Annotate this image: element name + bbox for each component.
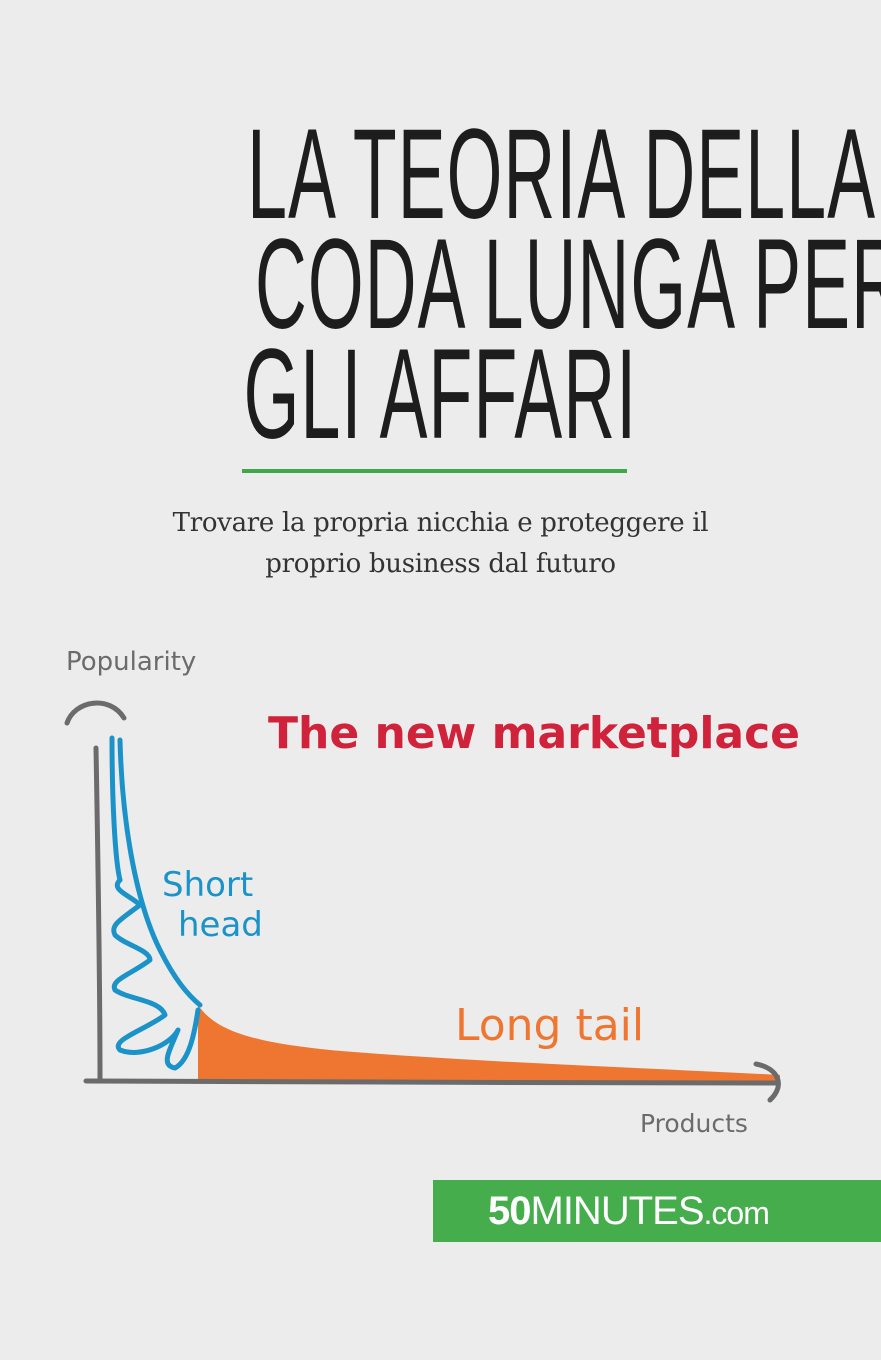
subtitle-line-1: Trovare la propria nicchia e proteggere … [172, 508, 709, 538]
x-axis-arrowhead [753, 1061, 781, 1103]
x-axis-label: Products [640, 1109, 748, 1138]
y-axis-label: Popularity [66, 647, 196, 677]
y-axis [93, 745, 103, 1083]
subtitle-line-2: proprio business dal futuro [265, 549, 616, 579]
title-line-3: GLI AFFARI [243, 323, 638, 466]
short-head-inner-line [109, 735, 123, 883]
short-head-label-2: head [178, 905, 263, 945]
long-tail-area [198, 1005, 780, 1082]
short-head-scribble [111, 877, 201, 1071]
y-axis-arrowhead [64, 700, 127, 726]
short-head-label-1: Short [162, 865, 253, 905]
publisher-logo: 50MINUTES.com [433, 1180, 881, 1242]
title-line-1: LA TEORIA DELLA [247, 103, 877, 246]
headline: The new marketplace [268, 708, 800, 759]
long-tail-label: Long tail [455, 1000, 644, 1051]
title-line-2: CODA LUNGA PER [254, 213, 881, 356]
short-head-curve [117, 737, 203, 1008]
x-axis [83, 1078, 781, 1086]
title-divider [242, 469, 627, 473]
